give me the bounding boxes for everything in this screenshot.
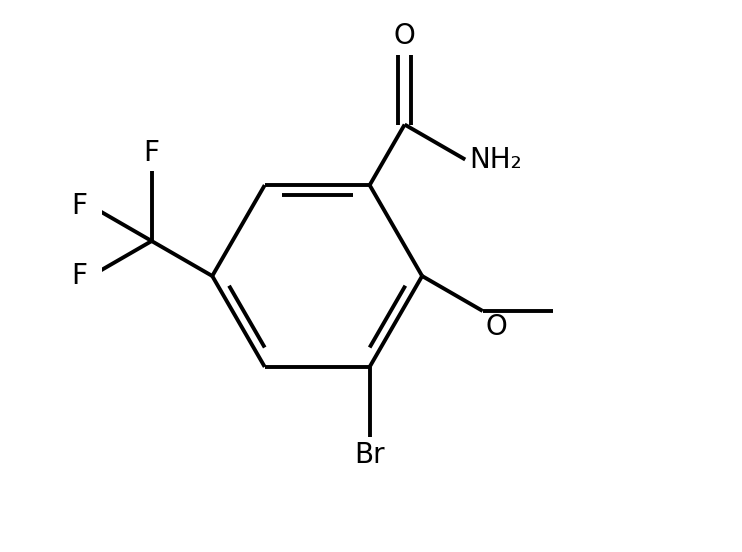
Text: O: O [485,313,507,341]
Text: NH₂: NH₂ [470,146,522,173]
Text: F: F [144,139,160,167]
Text: F: F [70,192,87,220]
Text: O: O [394,22,416,50]
Text: F: F [70,262,87,290]
Text: Br: Br [355,441,385,469]
